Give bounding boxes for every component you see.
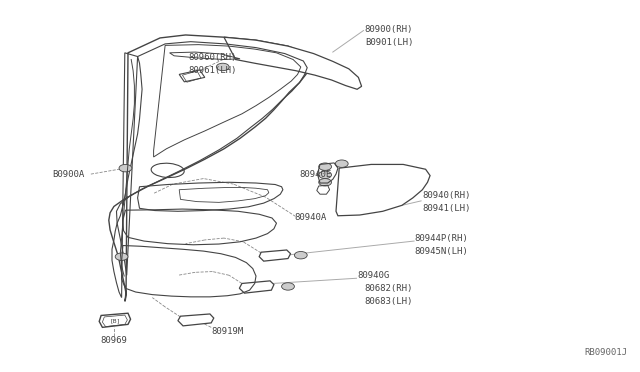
- Circle shape: [319, 179, 332, 186]
- Text: 80940(RH): 80940(RH): [422, 191, 471, 200]
- Polygon shape: [259, 250, 291, 261]
- Polygon shape: [179, 70, 205, 82]
- Polygon shape: [178, 314, 214, 326]
- Text: 80945N(LH): 80945N(LH): [415, 247, 468, 256]
- Text: 80940A: 80940A: [294, 213, 326, 222]
- Circle shape: [294, 251, 307, 259]
- Text: 80944P(RH): 80944P(RH): [415, 234, 468, 243]
- Text: 80969: 80969: [100, 336, 127, 345]
- Polygon shape: [224, 37, 362, 89]
- Text: 80900(RH): 80900(RH): [365, 25, 413, 34]
- Circle shape: [216, 63, 229, 71]
- Circle shape: [319, 171, 332, 179]
- Circle shape: [282, 283, 294, 290]
- Circle shape: [319, 163, 332, 170]
- Text: B0901(LH): B0901(LH): [365, 38, 413, 47]
- Polygon shape: [99, 313, 131, 327]
- Polygon shape: [109, 35, 312, 301]
- Text: RB09001J: RB09001J: [584, 348, 627, 357]
- Text: 80941(LH): 80941(LH): [422, 204, 471, 213]
- Polygon shape: [239, 281, 274, 293]
- Polygon shape: [336, 164, 430, 216]
- Text: 80960(RH): 80960(RH): [189, 53, 237, 62]
- Circle shape: [335, 160, 348, 167]
- Text: 80919M: 80919M: [211, 327, 243, 336]
- Text: 80961(LH): 80961(LH): [189, 66, 237, 75]
- Circle shape: [115, 253, 128, 260]
- Text: 80940G: 80940G: [357, 271, 389, 280]
- Circle shape: [119, 164, 132, 172]
- Text: 80682(RH): 80682(RH): [365, 284, 413, 293]
- Text: [B]: [B]: [109, 318, 121, 323]
- Text: 80683(LH): 80683(LH): [365, 297, 413, 306]
- Text: 80940E: 80940E: [300, 170, 332, 179]
- Text: B0900A: B0900A: [52, 170, 84, 179]
